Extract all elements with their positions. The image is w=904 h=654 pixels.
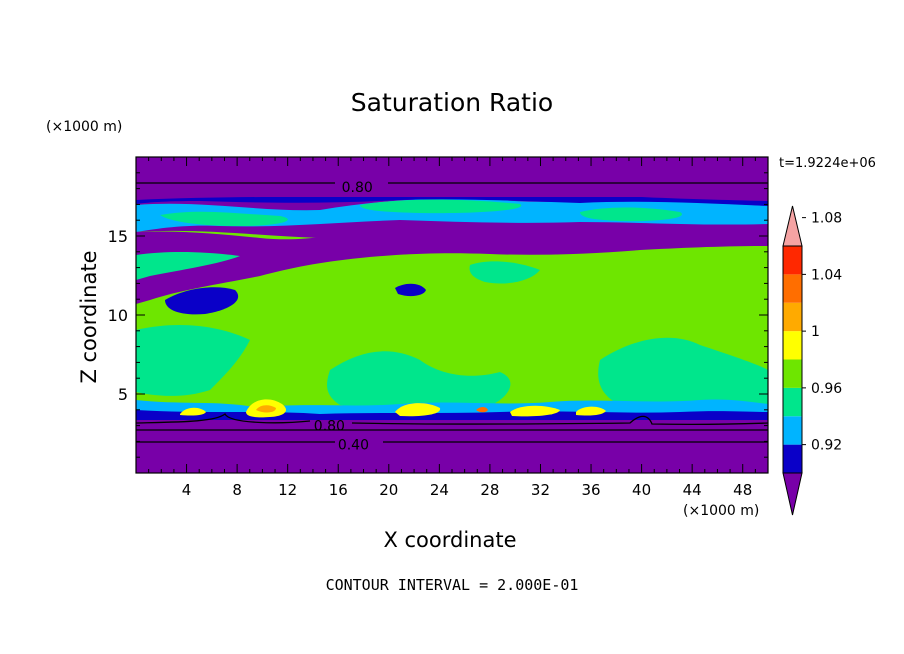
- x-tick-label: 8: [232, 481, 242, 499]
- colorbar-segment: [783, 416, 802, 445]
- pocket-dark-1: [165, 287, 239, 315]
- y-tick-label: 10: [108, 306, 128, 325]
- patch-teal-2: [580, 207, 682, 222]
- band-purple-lower: [136, 420, 768, 473]
- colorbar-segment: [783, 331, 802, 360]
- band-purple-top: [136, 157, 768, 197]
- x-tick-label: 36: [581, 481, 600, 499]
- blob-yellow-4: [576, 406, 606, 416]
- y-axis-ticks: 5 10 15: [108, 172, 768, 458]
- contour-label: 0.80: [342, 180, 373, 196]
- contour-lines: [135, 182, 769, 443]
- pocket-dark-2: [395, 283, 426, 297]
- colorbar-label: 1: [811, 324, 820, 340]
- x-axis-unit: (×1000 m): [683, 503, 760, 519]
- x-tick-label: 40: [632, 481, 651, 499]
- patch-teal-3: [360, 199, 522, 214]
- x-tick-label: 28: [480, 481, 499, 499]
- x-tick-label: 48: [733, 481, 752, 499]
- contour-label: 0.40: [338, 438, 369, 454]
- blob-orange-1: [256, 405, 276, 413]
- patch-teal-4: [136, 252, 240, 280]
- colorbar-segment: [783, 387, 802, 417]
- contour-line-0.80-bottom: [135, 412, 769, 426]
- blob-orange-2: [476, 407, 488, 413]
- x-axis-label: X coordinate: [383, 528, 517, 552]
- colorbar-label: 0.92: [811, 438, 842, 454]
- patch-teal-1: [160, 211, 288, 226]
- x-tick-label: 16: [329, 481, 348, 499]
- x-axis-ticks: 4 8 12 16 20 24 28 32 36 40 44 48: [148, 157, 756, 499]
- colorbar-label: 0.96: [811, 381, 842, 397]
- colorbar-cap-high: [782, 205, 803, 247]
- band-blue-upper: [136, 191, 768, 206]
- blob-yellow-5: [180, 407, 206, 416]
- x-tick-label: 20: [379, 481, 398, 499]
- x-tick-label: 4: [182, 481, 192, 499]
- x-tick-label: 24: [430, 481, 449, 499]
- patch-teal-5: [136, 325, 250, 396]
- colorbar-segment: [783, 274, 802, 303]
- colorbar-segment: [783, 246, 802, 275]
- contour-label: 0.80: [314, 419, 345, 435]
- band-cyan-upper: [136, 198, 768, 232]
- x-tick-label: 44: [683, 481, 702, 499]
- y-tick-label: 5: [118, 385, 128, 404]
- blob-yellow-2: [395, 403, 441, 417]
- time-label: t=1.9224e+06: [779, 156, 876, 171]
- patch-teal-7: [598, 337, 768, 412]
- patch-teal-6: [327, 351, 511, 412]
- y-axis-unit: (×1000 m): [46, 119, 123, 135]
- colorbar-segment: [783, 302, 802, 332]
- contour-interval-note: CONTOUR INTERVAL = 2.000E-01: [325, 576, 579, 594]
- contour-field: [136, 157, 768, 473]
- colorbar-segment: [783, 444, 802, 473]
- blob-yellow-3: [510, 405, 560, 417]
- band-blue-lower: [136, 410, 768, 420]
- x-tick-label: 12: [278, 481, 297, 499]
- band-purple-mid: [136, 227, 768, 304]
- chart-title: Saturation Ratio: [350, 88, 554, 117]
- colorbar: 0.92 0.96 1 1.04 1.08: [782, 205, 842, 516]
- y-tick-label: 15: [108, 227, 128, 246]
- colorbar-cap-low: [782, 472, 803, 516]
- contour-labels: 0.80 0.80 0.40: [314, 180, 373, 454]
- colorbar-label: 1.04: [811, 267, 842, 283]
- colorbar-label: 1.08: [811, 211, 842, 227]
- patch-teal-8: [469, 261, 540, 284]
- x-tick-label: 32: [531, 481, 550, 499]
- colorbar-segment: [783, 359, 802, 388]
